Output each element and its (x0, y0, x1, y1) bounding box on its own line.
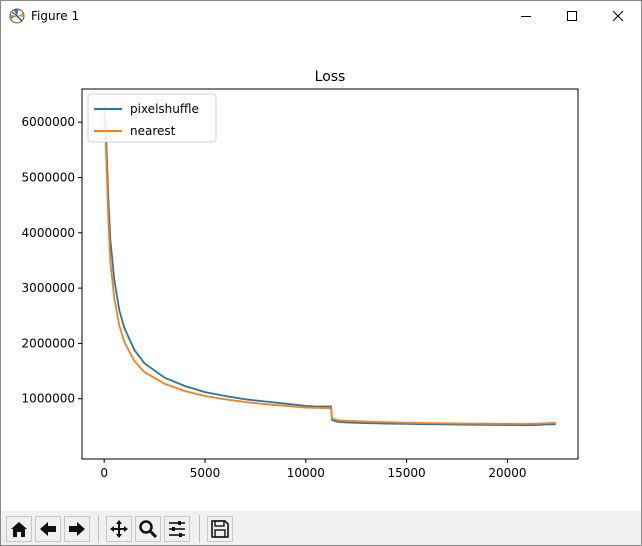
y-axis-ticks: 1000000 2000000 3000000 4000000 5000000 60000… (22, 115, 82, 406)
legend-label-nearest: nearest (130, 124, 176, 138)
window-title: Figure 1 (31, 9, 80, 23)
save-button[interactable] (207, 516, 233, 542)
matplotlib-logo-icon (9, 8, 25, 24)
maximize-icon (567, 11, 577, 21)
home-button[interactable] (6, 516, 32, 542)
back-button[interactable] (35, 516, 61, 542)
forward-button[interactable] (64, 516, 90, 542)
x-tick-label: 20000 (488, 466, 526, 480)
figure-canvas[interactable]: Loss 0 5000 10000 15000 20000 1000000 2000000… (1, 31, 641, 511)
axes-frame (81, 88, 579, 460)
pan-icon (110, 520, 128, 538)
series-line-nearest (103, 111, 556, 425)
x-tick-label: 10000 (287, 466, 325, 480)
y-tick-label: 3000000 (22, 281, 75, 295)
toolbar-separator (98, 515, 99, 543)
x-tick-label: 0 (100, 466, 108, 480)
toolbar-separator (199, 515, 200, 543)
forward-arrow-icon (69, 522, 85, 536)
series-line-pixelshuffle (103, 105, 556, 427)
pan-button[interactable] (106, 516, 132, 542)
y-tick-label: 5000000 (22, 170, 75, 184)
close-button[interactable] (595, 1, 641, 31)
plot-lines (103, 105, 556, 427)
minimize-icon (521, 16, 531, 17)
close-icon (612, 10, 624, 22)
y-tick-label: 2000000 (22, 336, 75, 350)
home-icon (11, 522, 27, 537)
x-tick-label: 15000 (388, 466, 426, 480)
x-axis-ticks: 0 5000 10000 15000 20000 (100, 459, 527, 480)
subplots-config-button[interactable] (164, 516, 190, 542)
maximize-button[interactable] (549, 1, 595, 31)
legend-label-pixelshuffle: pixelshuffle (130, 102, 199, 116)
back-arrow-icon (40, 522, 56, 536)
y-tick-label: 6000000 (22, 115, 75, 129)
zoom-button[interactable] (135, 516, 161, 542)
chart-title: Loss (315, 69, 346, 85)
title-bar[interactable]: Figure 1 (1, 1, 641, 31)
y-tick-label: 4000000 (22, 226, 75, 240)
y-tick-label: 1000000 (22, 392, 75, 406)
loss-chart: Loss 0 5000 10000 15000 20000 1000000 2000000… (22, 69, 579, 480)
save-icon (211, 520, 229, 538)
legend: pixelshuffle nearest (87, 93, 217, 143)
subplots-config-icon (169, 521, 185, 537)
navigation-toolbar (1, 511, 641, 545)
zoom-icon (139, 520, 158, 539)
x-tick-label: 5000 (190, 466, 221, 480)
minimize-button[interactable] (503, 1, 549, 31)
